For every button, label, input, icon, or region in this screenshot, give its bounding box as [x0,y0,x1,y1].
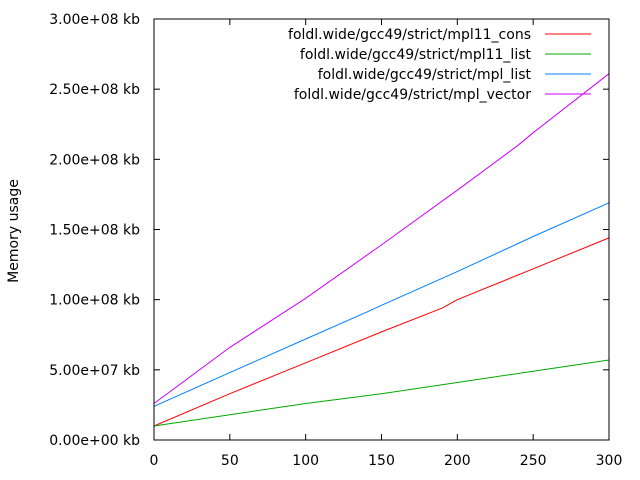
y-tick-label: 1.50e+08 kb [49,223,140,239]
y-tick-label: 5.00e+07 kb [49,363,140,379]
y-tick-label: 0.00e+00 kb [49,433,140,449]
x-tick-label: 0 [150,453,159,469]
x-axis: 0 50 100 150 200 250 300 [150,19,623,469]
series-line-1 [153,237,610,427]
y-axis: 0.00e+00 kb 5.00e+07 kb 1.00e+08 kb 1.50e+0… [49,12,609,449]
legend-label-1: foldl.wide/gcc49/strict/mpl11_cons [288,27,531,43]
x-tick-label: 50 [221,453,239,469]
x-tick-label: 150 [368,453,395,469]
series-line-4 [153,73,610,404]
series-line-2 [153,359,610,427]
legend-label-4: foldl.wide/gcc49/strict/mpl_vector [294,87,531,103]
legend-label-3: foldl.wide/gcc49/strict/mpl_list [318,67,532,83]
x-tick-label: 250 [520,453,547,469]
y-tick-label: 2.50e+08 kb [49,82,140,98]
x-tick-label: 200 [444,453,471,469]
y-axis-label: Memory usage [6,179,22,283]
y-tick-label: 1.00e+08 kb [49,293,140,309]
y-tick-label: 2.00e+08 kb [49,152,140,168]
legend: foldl.wide/gcc49/strict/mpl11_cons foldl.… [288,27,591,103]
y-tick-label: 3.00e+08 kb [49,12,140,28]
series-layer [153,73,610,427]
x-tick-label: 100 [292,453,319,469]
series-line-3 [153,202,610,407]
x-tick-label: 300 [596,453,623,469]
legend-label-2: foldl.wide/gcc49/strict/mpl11_list [300,47,532,63]
